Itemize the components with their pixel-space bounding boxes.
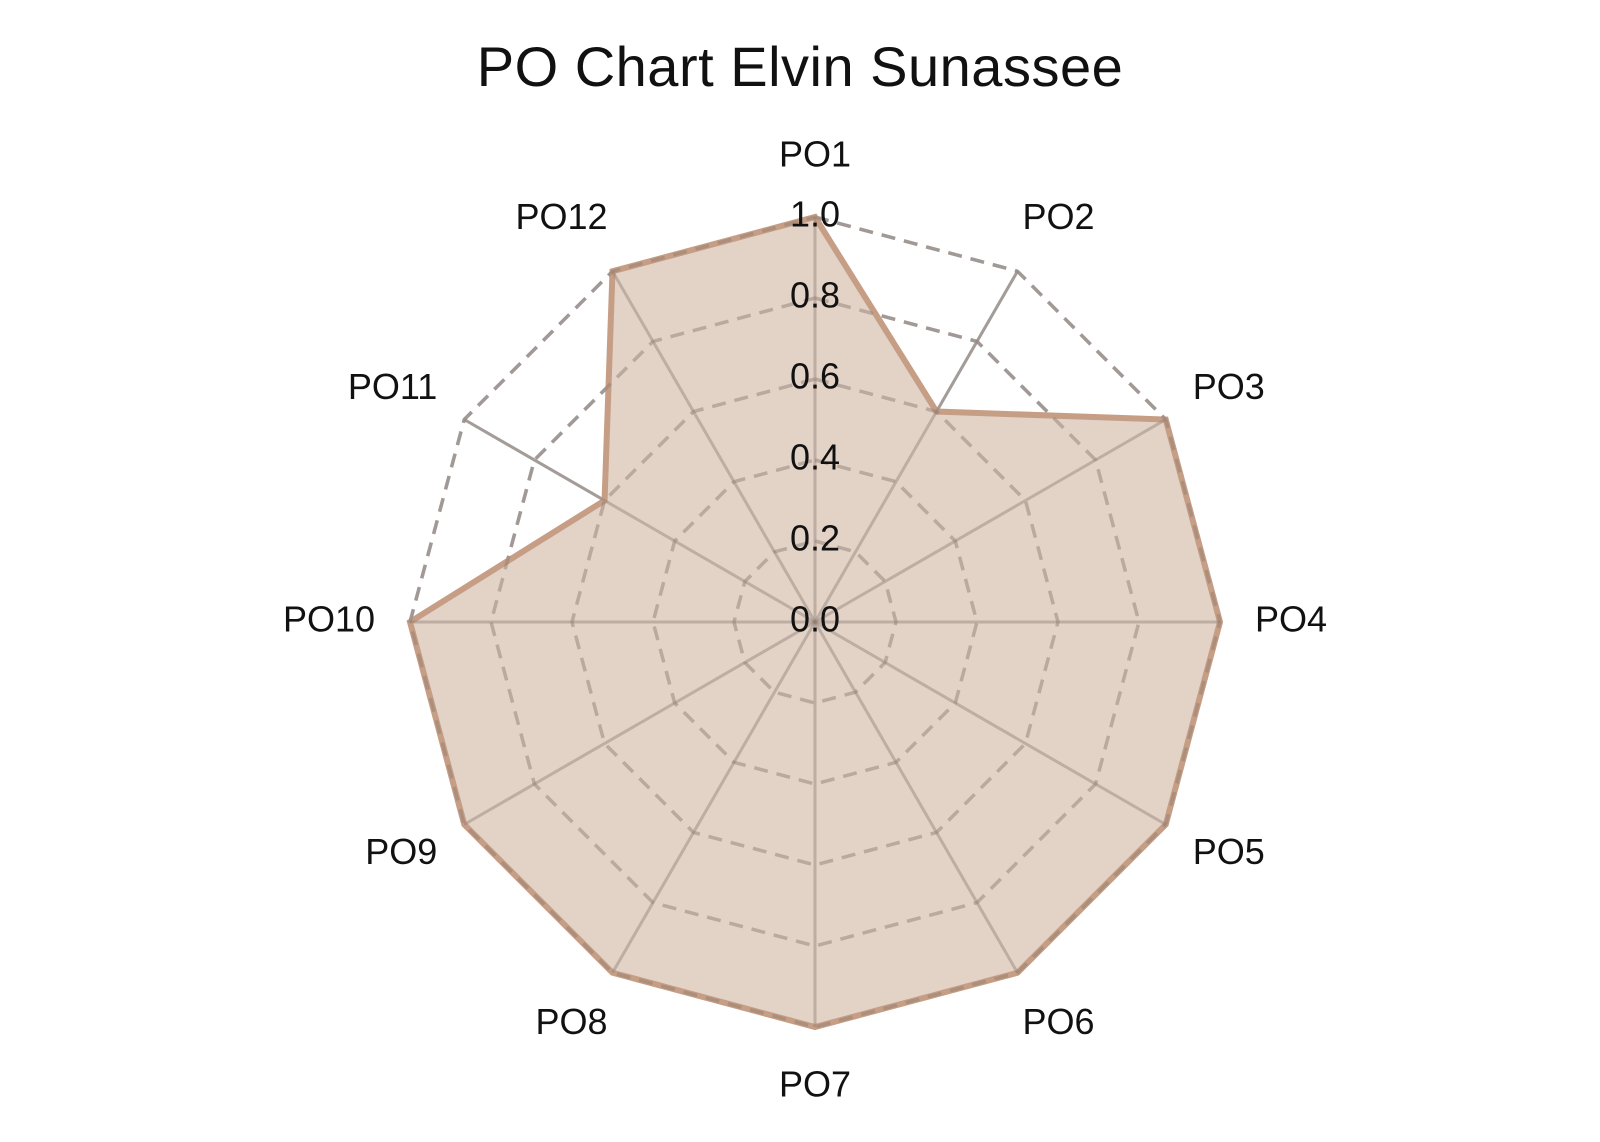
tick-label: 0.6 <box>790 356 840 397</box>
grid-spoke-overlay <box>814 620 1167 826</box>
grid-spoke-overlay <box>813 621 1019 974</box>
label-layer: PO1 PO2 PO3 PO4 PO5 PO6 PO7 PO8 PO9 PO10 PO11 PO12 0… <box>283 134 1327 1105</box>
tick-label: 0.2 <box>790 518 840 559</box>
axis-label-po5: PO5 <box>1193 831 1265 872</box>
grid-ring-overlay <box>651 458 979 786</box>
grid-spoke-overlay <box>813 270 1019 623</box>
data-series-area <box>406 213 1224 1031</box>
axis-label-po1: PO1 <box>779 134 851 175</box>
axis-label-po8: PO8 <box>535 1001 607 1042</box>
axis-label-po12: PO12 <box>515 196 607 237</box>
tick-label: 0.4 <box>790 437 840 478</box>
tick-label: 0.0 <box>790 599 840 640</box>
grid-spoke-overlay <box>611 270 817 623</box>
grid-spoke-overlay <box>463 418 816 624</box>
tick-label: 0.8 <box>790 275 840 316</box>
axis-label-po10: PO10 <box>283 599 375 640</box>
axis-label-po3: PO3 <box>1193 366 1265 407</box>
axis-label-po9: PO9 <box>365 831 437 872</box>
grid-ring-overlay <box>489 296 1141 948</box>
axis-label-po11: PO11 <box>348 366 437 407</box>
grid-spoke-overlay <box>463 620 816 826</box>
axis-label-po4: PO4 <box>1255 599 1327 640</box>
axis-label-po2: PO2 <box>1023 196 1095 237</box>
grid-ring-overlay <box>408 215 1222 1029</box>
axis-label-po6: PO6 <box>1023 1001 1095 1042</box>
axis-label-po7: PO7 <box>779 1064 851 1105</box>
grid-spoke-overlay <box>814 418 1167 624</box>
grid-spoke-overlay <box>611 621 817 974</box>
tick-label: 1.0 <box>790 194 840 235</box>
grid-ring-overlay <box>732 539 898 705</box>
data-layer <box>406 213 1224 1031</box>
chart-title: PO Chart Elvin Sunassee <box>476 35 1124 98</box>
